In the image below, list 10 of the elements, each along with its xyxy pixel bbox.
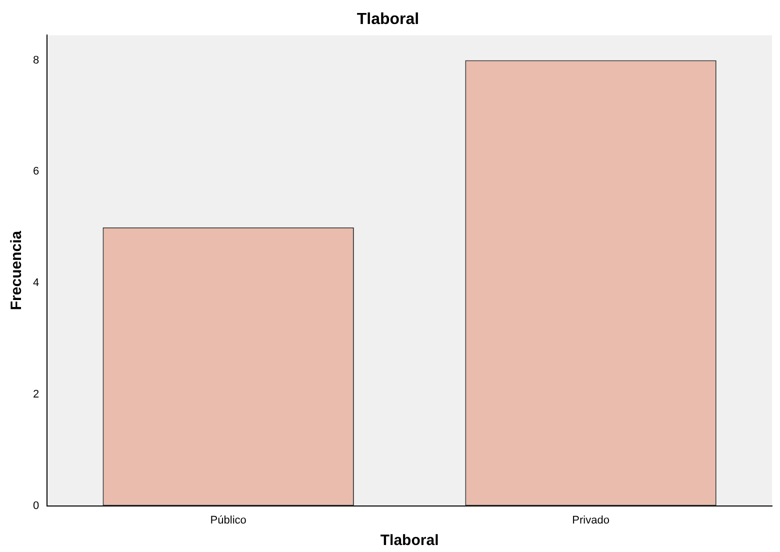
y-tick-label: 6 bbox=[32, 166, 40, 178]
x-tick-label: Privado bbox=[572, 514, 610, 526]
y-tick-label: 8 bbox=[32, 54, 40, 66]
chart-title: Tlaboral bbox=[356, 11, 420, 28]
y-tick-label: 4 bbox=[32, 277, 40, 290]
x-tick-label: Público bbox=[210, 514, 246, 526]
y-tick-label: 2 bbox=[32, 388, 40, 400]
x-axis-title: Tlaboral bbox=[380, 532, 439, 550]
y-tick-label: 0 bbox=[32, 500, 40, 512]
y-axis-title: Frecuencia bbox=[8, 230, 26, 310]
